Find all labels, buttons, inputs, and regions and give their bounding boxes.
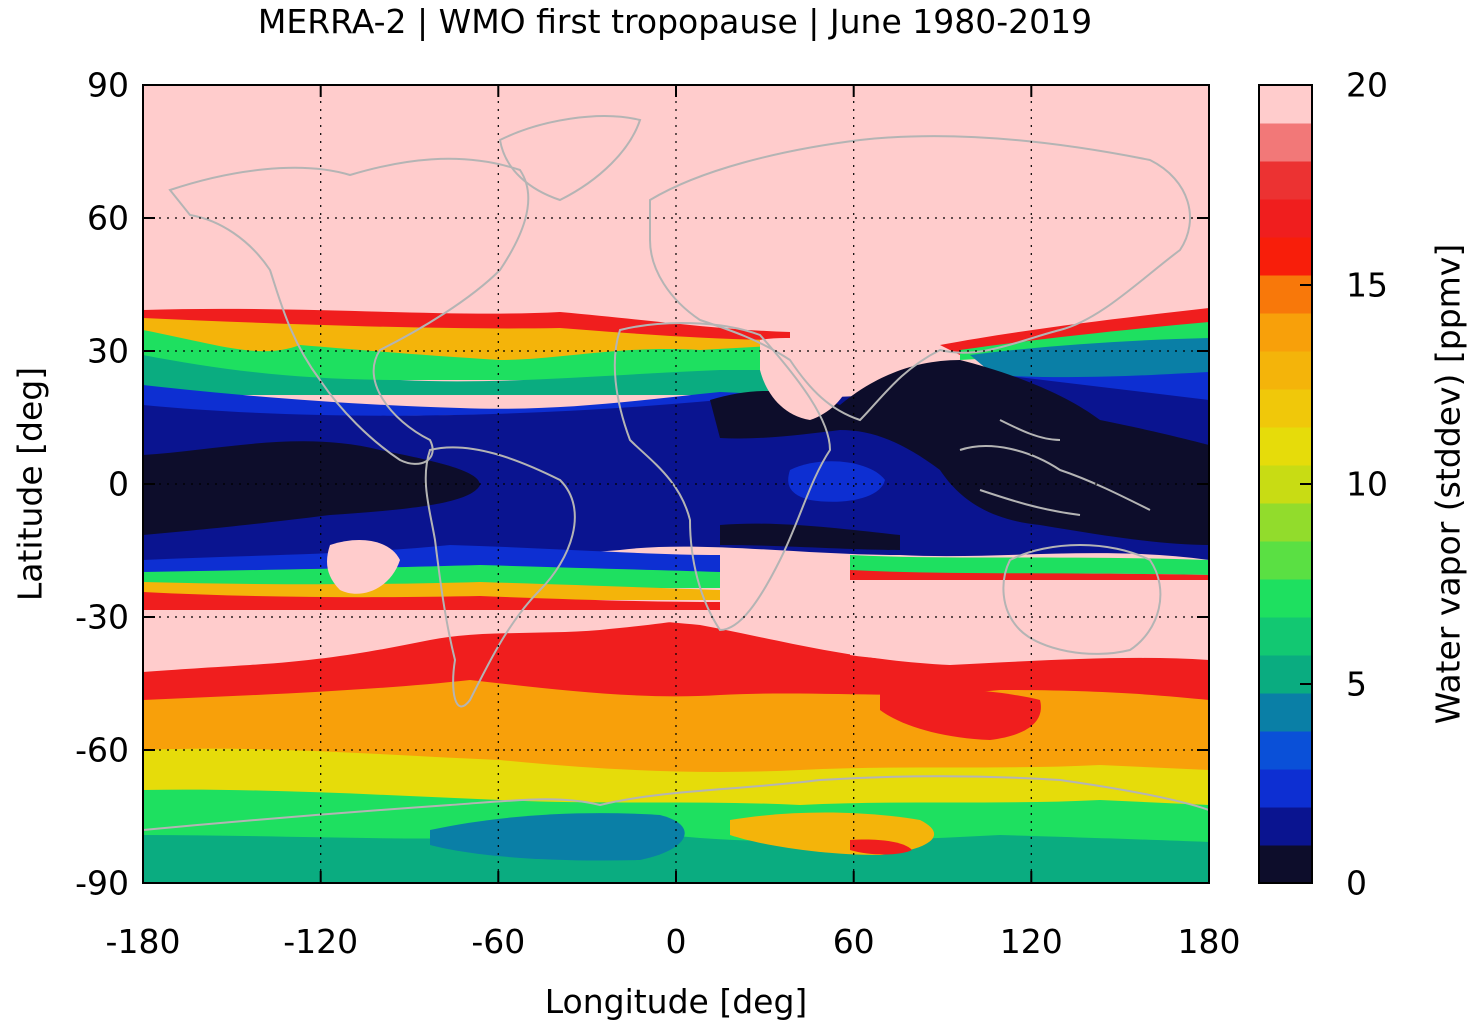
north-america-coast	[168, 157, 530, 465]
x-tick-label: 120	[999, 922, 1063, 961]
coastlines	[143, 115, 1209, 831]
map-area	[143, 85, 1209, 883]
colorbar-segment	[1259, 389, 1312, 428]
colorbar-segment	[1259, 427, 1312, 466]
y-axis-label: Latitude [deg]	[10, 366, 50, 602]
greenland-coast	[498, 115, 642, 202]
x-tick-label: -60	[471, 922, 526, 961]
y-tick-label: 60	[87, 198, 129, 238]
colorbar-label: Water vapor (stddev) [ppmv]	[1428, 243, 1468, 725]
y-tick-label: 30	[87, 331, 129, 371]
tropics-dark-west	[143, 441, 480, 535]
antarctic-red-spot	[850, 839, 912, 855]
colorbar-segment	[1259, 85, 1312, 124]
colorbar-segment	[1259, 541, 1312, 580]
nh-east-teal	[970, 338, 1209, 383]
sh-east-red	[850, 570, 1209, 582]
y-tick-label: -90	[75, 863, 129, 903]
colorbar-segment	[1259, 617, 1312, 656]
colorbar-tick-label: 15	[1346, 265, 1388, 305]
nh-band-green	[143, 330, 790, 380]
colorbar-segment	[1259, 845, 1312, 884]
africa-arabia-pink	[760, 338, 853, 420]
south-america-pink	[327, 540, 400, 594]
africa-coast	[613, 322, 832, 632]
colorbar-segment	[1259, 161, 1312, 200]
chart-title: MERRA-2 | WMO first tropopause | June 19…	[257, 2, 1093, 41]
colorbar-segment	[1259, 769, 1312, 808]
colorbar-segment	[1259, 237, 1312, 276]
south-pacific-pink	[143, 610, 720, 672]
colorbar-segment	[1259, 351, 1312, 390]
colorbar-segment	[1259, 731, 1312, 770]
x-tick-label: -180	[105, 922, 181, 961]
x-axis-label: Longitude [deg]	[544, 982, 808, 1021]
grid	[143, 85, 1209, 883]
maritime-continent-coast	[959, 419, 1151, 516]
australia-coast	[1002, 544, 1162, 655]
colorbar	[1259, 85, 1312, 884]
nh-band-teal	[143, 355, 790, 395]
colorbar-segment	[1259, 579, 1312, 618]
y-tick-label: -60	[75, 730, 129, 770]
colorbar-segment	[1259, 199, 1312, 238]
nh-east-red	[940, 308, 1209, 355]
sh-teal-belt	[143, 833, 1209, 883]
colorbar-ticks	[1300, 284, 1312, 685]
colorbar-segment	[1259, 313, 1312, 352]
y-tick-label: 90	[87, 65, 129, 105]
colorbar-segment	[1259, 807, 1312, 846]
axis-ticks	[143, 85, 1209, 883]
y-tick-label: -30	[75, 597, 129, 637]
colorbar-tick-label: 5	[1346, 664, 1367, 704]
x-tick-label: -120	[283, 922, 359, 961]
eurasia-coast	[649, 135, 1191, 422]
south-america-coast	[424, 446, 576, 708]
sh-band-orange	[143, 582, 720, 600]
antarctic-teal-patch	[430, 813, 685, 861]
colorbar-tick-label: 0	[1346, 863, 1367, 903]
colorbar-segment	[1259, 275, 1312, 314]
tropics-dark-east-1	[710, 360, 1209, 545]
colorbar-segment	[1259, 693, 1312, 732]
x-tick-label: 60	[832, 922, 875, 961]
sh-band-green	[143, 565, 720, 590]
sh-east-band	[850, 555, 1209, 575]
sh-red-lobe	[880, 688, 1041, 740]
tropics-dark-east-2	[720, 523, 900, 550]
antarctica-coast	[143, 775, 1209, 831]
y-tick-label: 0	[108, 464, 129, 504]
colorbar-tick-label: 20	[1346, 65, 1388, 105]
colorbar-segment	[1259, 655, 1312, 694]
sh-band-red	[143, 592, 720, 610]
colorbar-segment	[1259, 123, 1312, 162]
x-tick-label: 0	[665, 922, 687, 961]
x-tick-label: 180	[1177, 922, 1241, 961]
colorbar-tick-label: 10	[1346, 464, 1388, 504]
australia-pink	[850, 580, 1209, 661]
tropics-blue-patch	[788, 461, 885, 502]
colorbar-segment	[1259, 503, 1312, 542]
